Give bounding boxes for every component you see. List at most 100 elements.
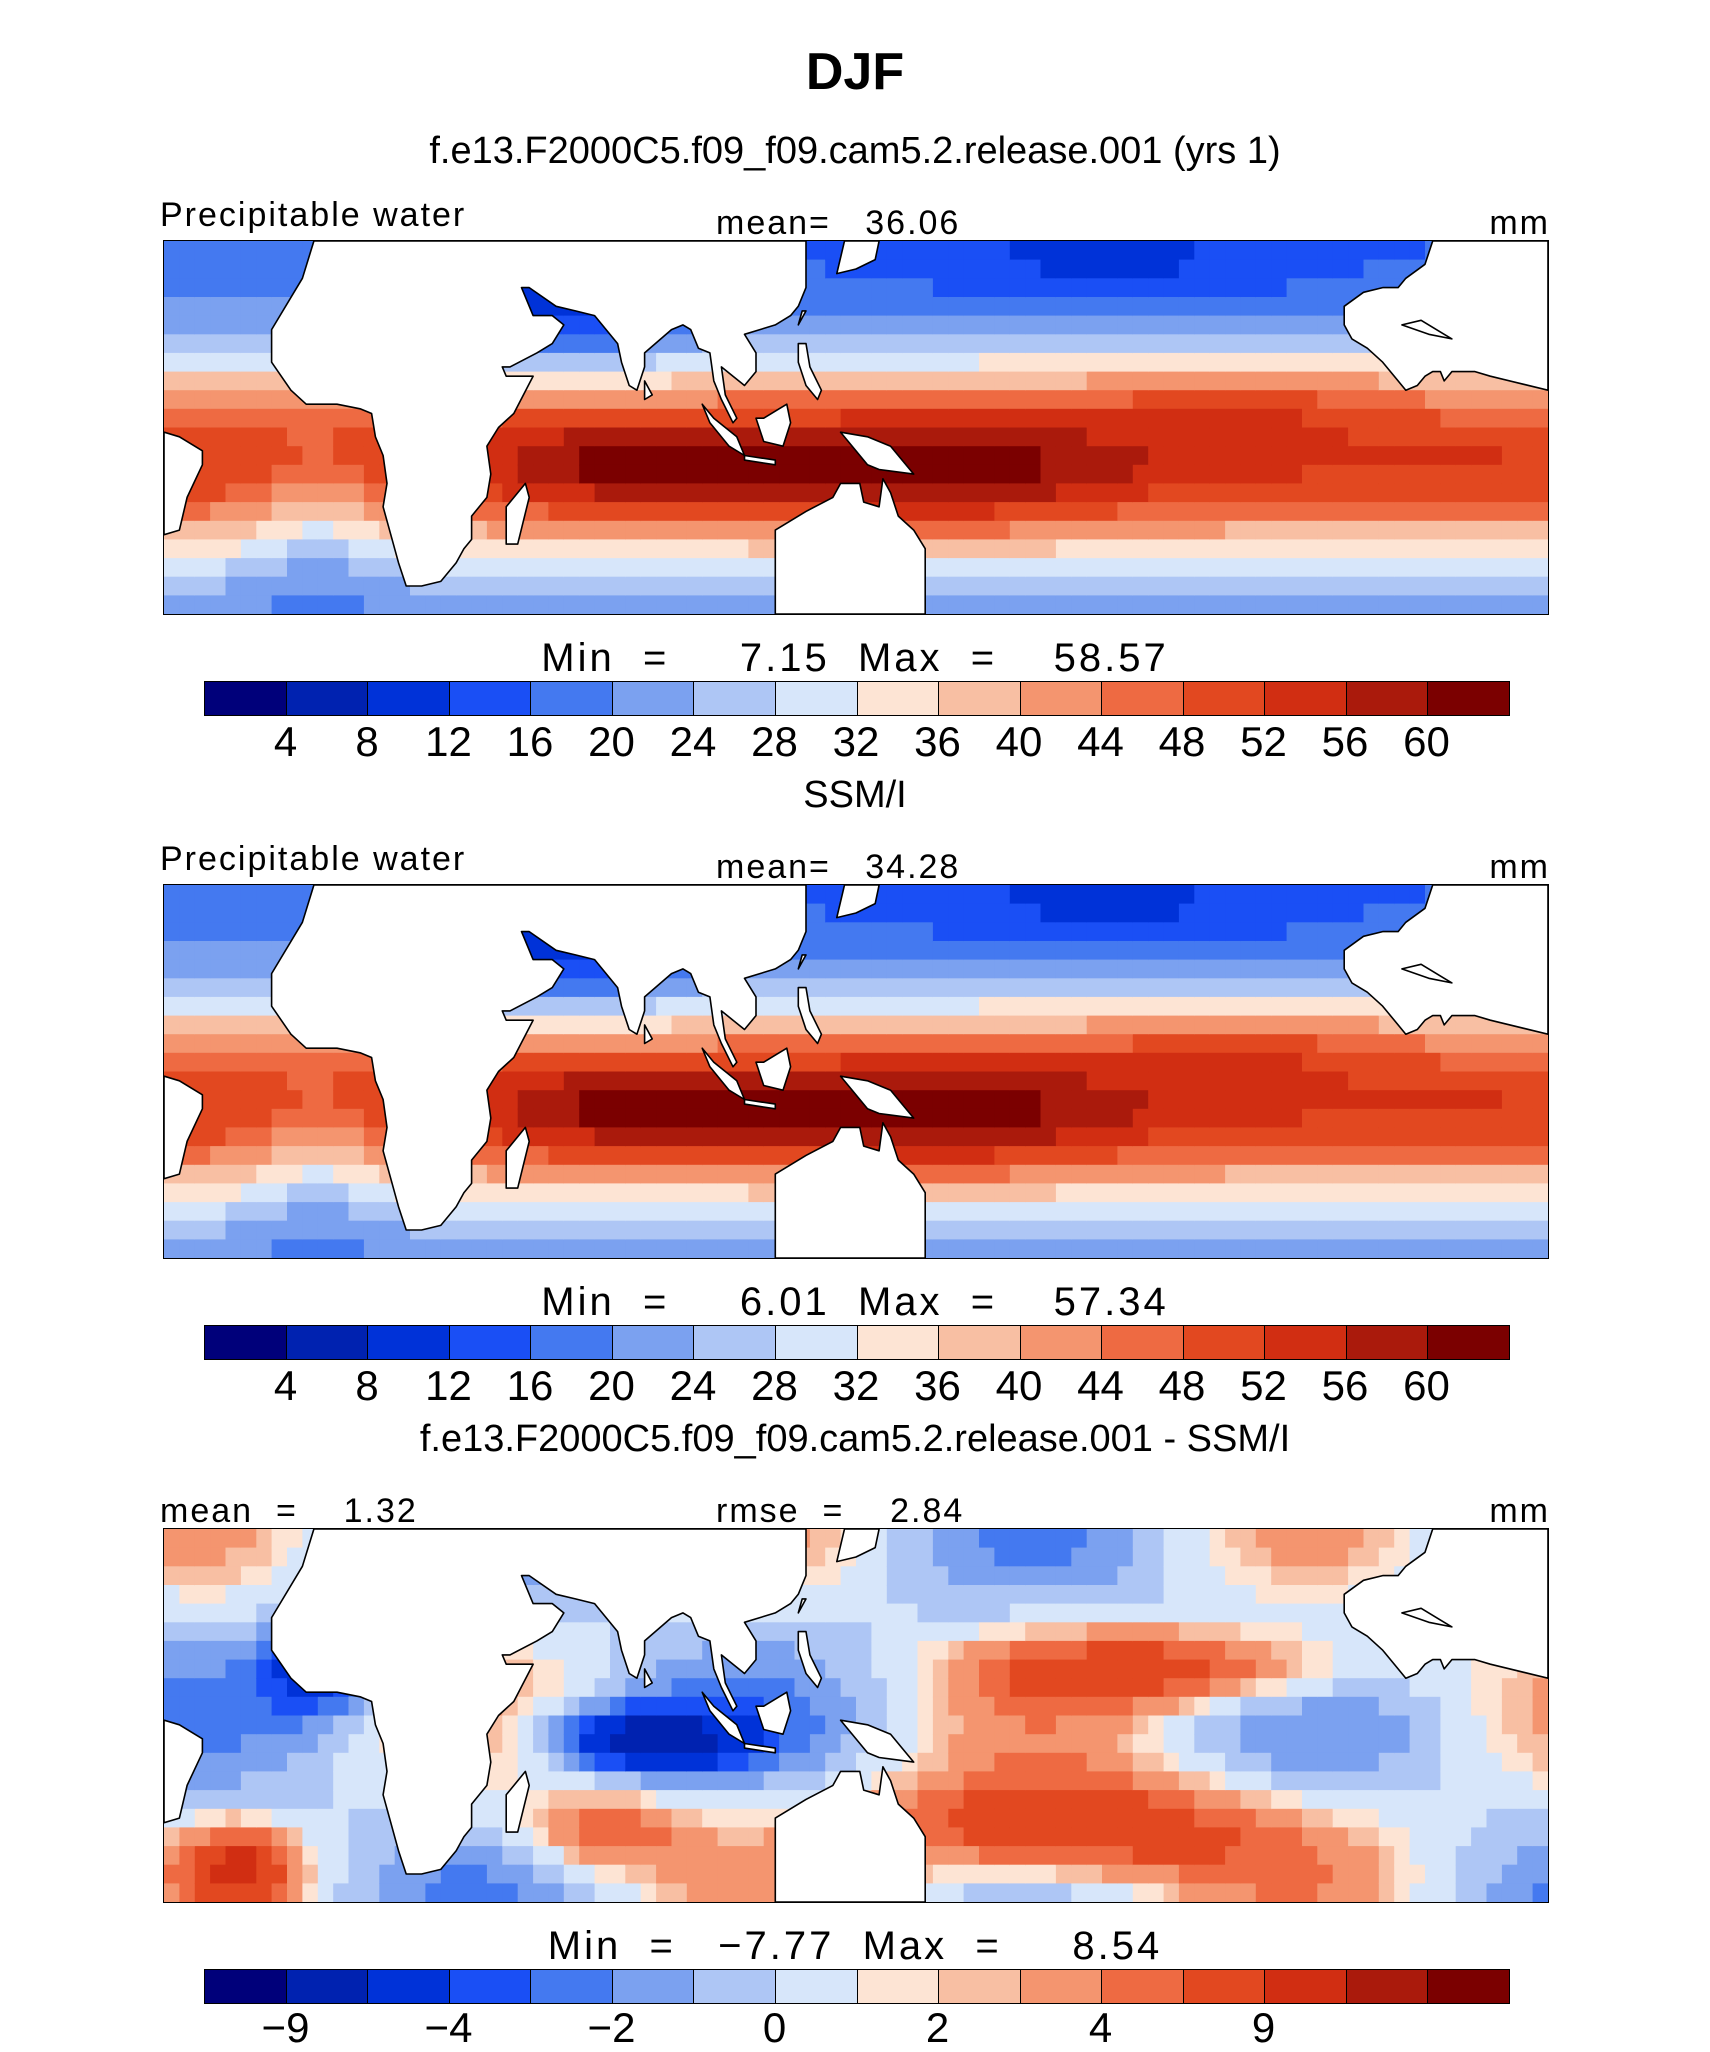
field-cell — [748, 1827, 765, 1847]
field-cell — [1148, 558, 1165, 578]
field-cell — [194, 1790, 211, 1810]
field-cell — [994, 1659, 1011, 1679]
field-cell — [1040, 1585, 1057, 1605]
land-polygon — [797, 986, 823, 1045]
field-cell — [486, 446, 503, 466]
field-cell — [1255, 1090, 1272, 1110]
field-cell — [1055, 278, 1072, 298]
field-cell — [979, 595, 995, 614]
field-cell — [1086, 390, 1103, 410]
field-cell — [1302, 1183, 1318, 1203]
field-cell — [563, 315, 580, 335]
land-polygon — [836, 885, 880, 919]
field-cell — [640, 1696, 657, 1717]
field-cell — [1440, 1108, 1457, 1129]
field-cell — [825, 1585, 842, 1605]
field-cell — [1225, 558, 1242, 578]
field-cell — [225, 1071, 242, 1091]
field-cell — [379, 1883, 396, 1902]
field-cell — [932, 334, 949, 354]
field-cell — [1286, 1202, 1303, 1222]
field-cell — [671, 996, 688, 1017]
field-cell — [240, 1715, 257, 1735]
field-cell — [179, 922, 196, 942]
field-cell — [640, 427, 657, 447]
field-cell — [1025, 1790, 1042, 1810]
field-cell — [1532, 390, 1548, 410]
field-cell — [379, 1202, 396, 1222]
field-cell — [287, 1239, 303, 1258]
field-cell — [194, 1696, 211, 1717]
field-cell — [1086, 334, 1103, 354]
field-cell — [871, 390, 888, 410]
field-cell — [486, 1127, 503, 1147]
field-cell — [1055, 502, 1072, 522]
field-cell — [686, 1846, 703, 1866]
field-cell — [225, 1678, 242, 1698]
field-cell — [194, 1659, 211, 1679]
field-cell — [856, 408, 872, 429]
map-svg — [164, 1529, 1548, 1902]
field-cell — [240, 1752, 257, 1773]
field-cell — [994, 352, 1011, 373]
field-cell — [179, 278, 196, 298]
field-cell — [733, 1108, 749, 1129]
field-cell — [225, 1808, 242, 1829]
field-cell — [1255, 903, 1272, 923]
field-cell — [963, 1622, 980, 1642]
field-cell — [563, 446, 580, 466]
field-cell — [1040, 352, 1057, 373]
field-cell — [363, 1164, 380, 1185]
field-cell — [917, 464, 934, 485]
panel-2-units-label: mm — [1489, 848, 1550, 886]
field-cell — [256, 996, 273, 1017]
field-cell — [1271, 885, 1288, 905]
field-cell — [225, 558, 242, 578]
field-cell — [1517, 558, 1534, 578]
field-cell — [1240, 1239, 1257, 1258]
field-cell — [363, 1239, 380, 1258]
field-cell — [1348, 1127, 1365, 1147]
field-cell — [1086, 1659, 1103, 1679]
field-cell — [1317, 427, 1334, 447]
field-cell — [1071, 1566, 1088, 1586]
field-cell — [240, 520, 257, 541]
field-cell — [240, 390, 257, 410]
field-cell — [733, 502, 749, 522]
field-cell — [1486, 390, 1503, 410]
field-cell — [1425, 1034, 1441, 1054]
field-cell — [1025, 576, 1042, 596]
field-cell — [979, 1146, 995, 1166]
field-cell — [210, 390, 227, 410]
field-cell — [763, 1015, 780, 1035]
field-cell — [179, 1678, 196, 1698]
field-cell — [502, 1715, 519, 1735]
field-cell — [1040, 1202, 1057, 1222]
field-cell — [886, 922, 903, 942]
field-cell — [225, 1090, 242, 1110]
field-cell — [809, 483, 826, 503]
field-cell — [1332, 371, 1349, 391]
land-polygon — [270, 241, 807, 587]
field-cell — [1302, 427, 1318, 447]
field-cell — [686, 1696, 703, 1717]
field-cell — [1286, 959, 1303, 979]
field-cell — [763, 1127, 780, 1147]
field-cell — [287, 1696, 303, 1717]
field-cell — [225, 1127, 242, 1147]
field-cell — [240, 1808, 257, 1829]
field-cell — [1348, 885, 1365, 905]
field-cell — [1009, 1734, 1026, 1754]
field-cell — [1086, 446, 1103, 466]
field-cell — [256, 978, 273, 998]
field-cell — [594, 1827, 611, 1847]
field-cell — [1102, 978, 1118, 998]
field-cell — [1009, 390, 1026, 410]
field-cell — [733, 390, 749, 410]
field-cell — [533, 408, 550, 429]
field-cell — [1178, 427, 1195, 447]
field-cell — [1378, 502, 1395, 522]
field-cell — [1132, 576, 1149, 596]
field-cell — [1055, 1808, 1072, 1829]
field-cell — [763, 1659, 780, 1679]
